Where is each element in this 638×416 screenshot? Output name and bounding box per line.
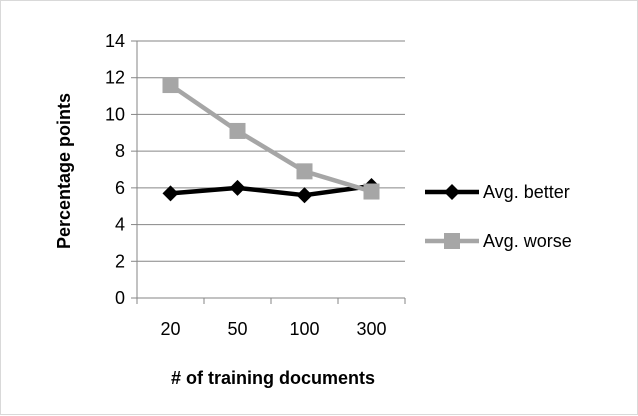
- legend: Avg. better Avg. worse: [425, 182, 572, 251]
- x-tick-labels: 20 50 100 300: [160, 319, 386, 339]
- series-line-avg-worse: [169, 83, 373, 194]
- x-tick-label: 20: [160, 319, 180, 339]
- y-tick-labels: 0 2 4 6 8 10 12 14: [105, 31, 125, 308]
- y-axis-title: Percentage points: [54, 93, 74, 249]
- data-point-avg-worse: [363, 183, 380, 200]
- axes: [131, 40, 406, 304]
- legend-marker-avg-better: [444, 184, 460, 200]
- gridlines: [137, 40, 405, 262]
- y-tick-label: 12: [105, 68, 125, 88]
- series: [162, 77, 380, 204]
- data-point-avg-worse: [296, 163, 313, 180]
- data-point-avg-worse: [162, 77, 179, 94]
- y-tick-label: 8: [115, 141, 125, 161]
- y-tick-label: 10: [105, 104, 125, 124]
- y-tick-label: 0: [115, 288, 125, 308]
- series-line-avg-better: [170, 183, 372, 198]
- x-tick-label: 100: [289, 319, 319, 339]
- y-tick-label: 4: [115, 215, 125, 235]
- y-tick-label: 6: [115, 178, 125, 198]
- x-tick-label: 50: [227, 319, 247, 339]
- data-point-avg-better: [296, 187, 313, 204]
- data-point-avg-better: [229, 179, 246, 196]
- y-tick-label: 14: [105, 31, 125, 51]
- legend-label-avg-worse: Avg. worse: [483, 231, 572, 251]
- legend-marker-avg-worse: [444, 233, 460, 249]
- y-tick-label: 2: [115, 251, 125, 271]
- data-point-avg-worse: [229, 122, 246, 139]
- data-point-avg-better: [162, 185, 179, 202]
- legend-label-avg-better: Avg. better: [483, 182, 570, 202]
- x-axis-title: # of training documents: [171, 368, 375, 388]
- x-tick-label: 300: [356, 319, 386, 339]
